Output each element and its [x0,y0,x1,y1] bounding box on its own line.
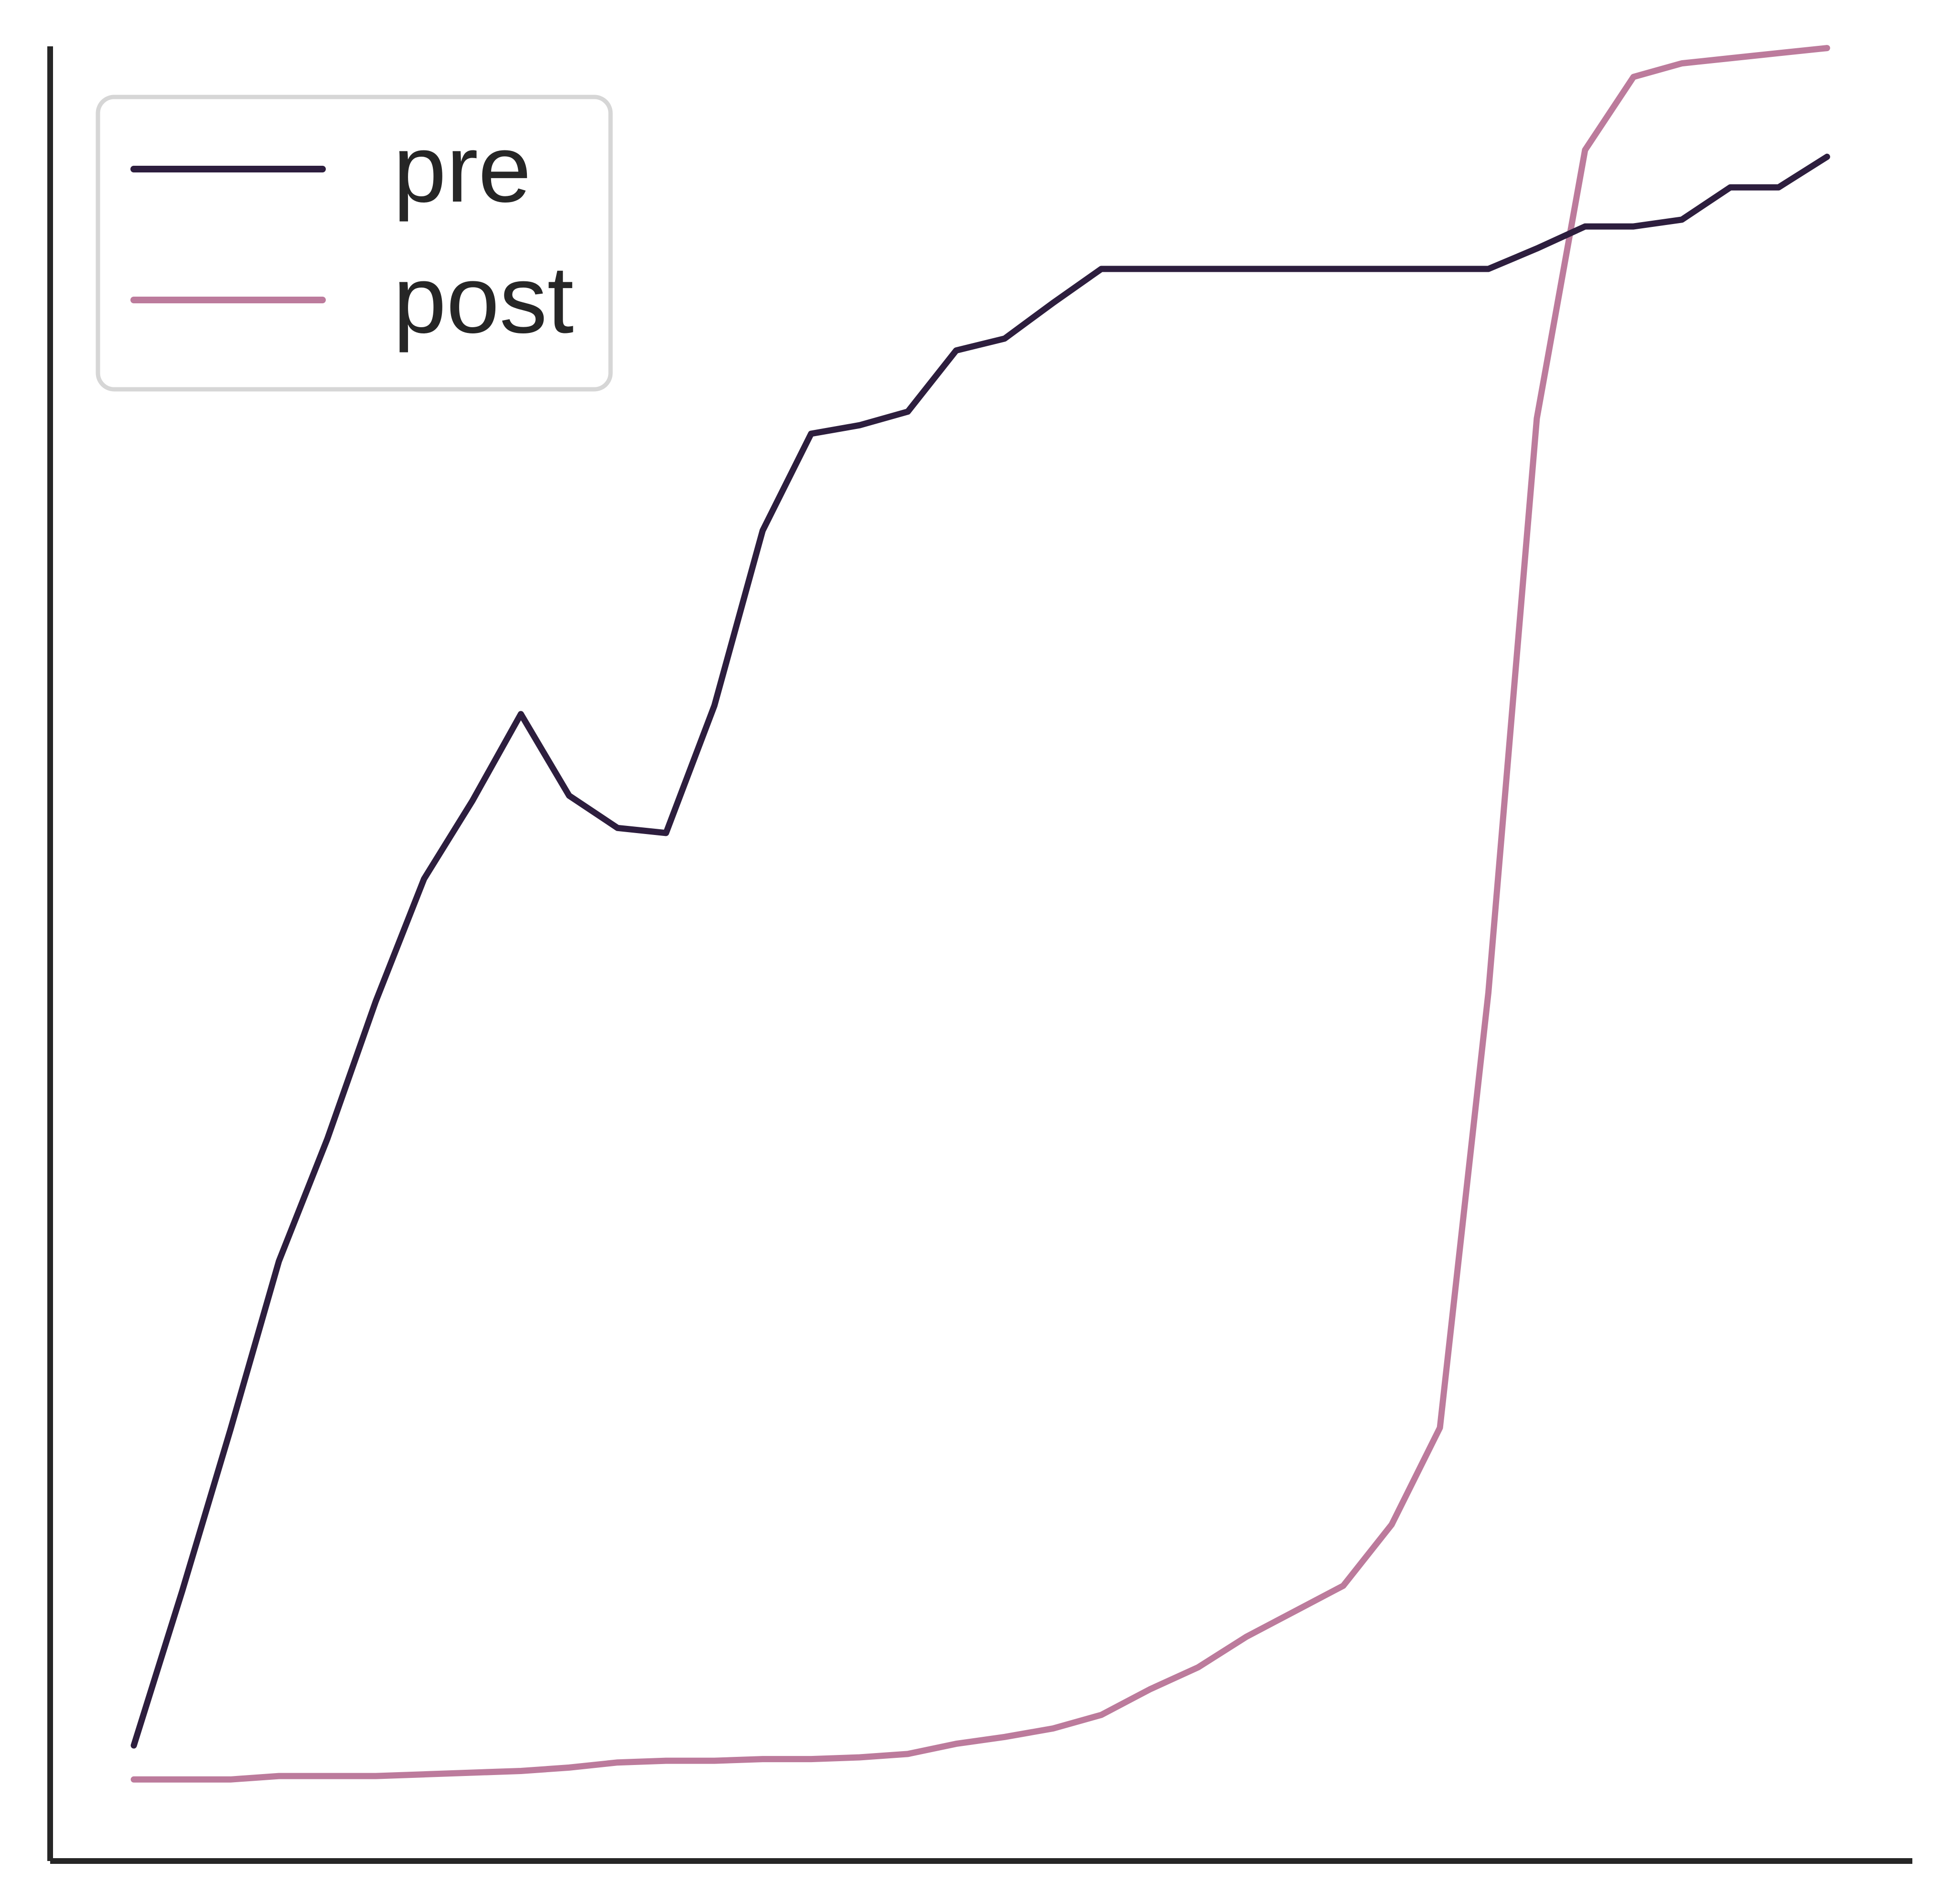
series-line-pre [130,153,1830,1749]
legend-label-pre: pre [393,116,531,222]
series-layer [130,45,1830,1783]
legend: pre post [96,95,613,392]
legend-entries: pre post [130,116,574,353]
series-line-post [130,45,1830,1783]
legend-label-post: post [393,246,574,353]
